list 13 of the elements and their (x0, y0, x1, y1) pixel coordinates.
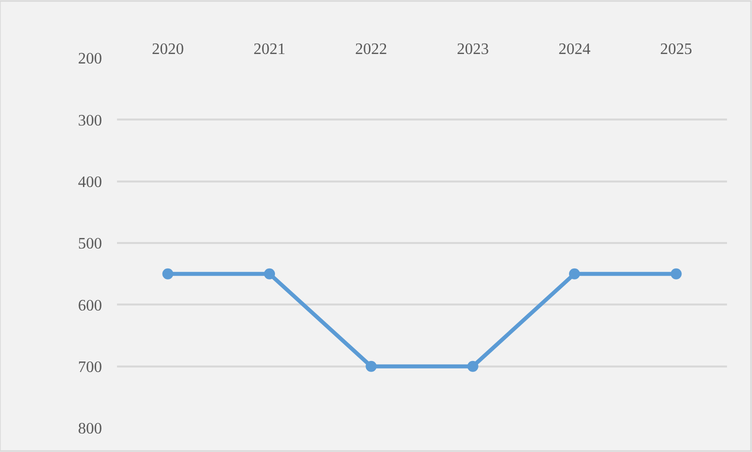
y-tick-label: 800 (78, 420, 102, 438)
x-tick-label: 2025 (660, 40, 692, 58)
x-tick-label: 2024 (558, 40, 590, 58)
y-tick-label: 700 (78, 358, 102, 376)
y-tick-label: 500 (78, 236, 102, 253)
y-tick-label: 200 (78, 50, 102, 68)
y-tick-label: 600 (78, 297, 102, 314)
y-tick-label: 300 (78, 112, 102, 130)
x-tick-label: 2023 (456, 40, 489, 58)
x-tick-label: 2020 (152, 40, 184, 58)
x-tick-label: 2021 (254, 40, 286, 58)
y-tick-label: 400 (78, 174, 102, 191)
x-tick-label: 2022 (355, 40, 388, 58)
